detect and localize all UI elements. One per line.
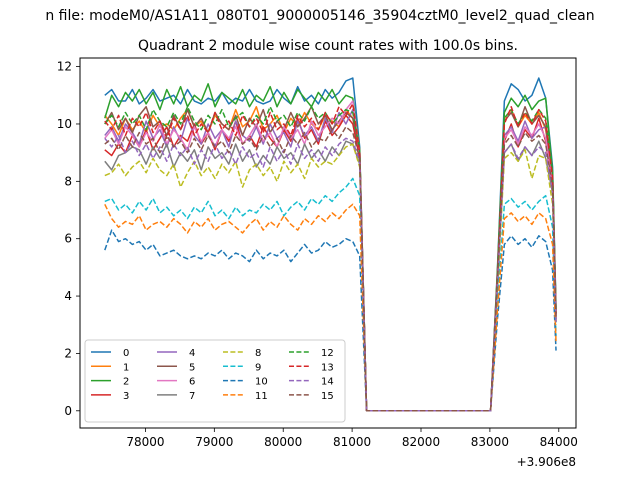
- series-layer: [104, 77, 557, 412]
- x-tick-label: 78000: [126, 435, 164, 449]
- x-tick-label: 81000: [333, 435, 371, 449]
- y-tick-label: 2: [64, 346, 72, 360]
- legend-label-1: 1: [123, 362, 129, 373]
- x-tick-label: 80000: [264, 435, 302, 449]
- x-tick-label: 83000: [471, 435, 509, 449]
- axes-frame: [79, 57, 577, 429]
- series-line-9: [104, 177, 557, 412]
- y-tick-label: 12: [57, 60, 72, 74]
- series-line-11: [104, 203, 557, 412]
- x-tick-label: 79000: [195, 435, 233, 449]
- legend-label-10: 10: [255, 377, 268, 388]
- legend-label-9: 9: [255, 362, 261, 373]
- series-line-12: [104, 106, 557, 412]
- x-axis-offset-label: +3.906e8: [517, 455, 576, 469]
- x-tick-label: 82000: [402, 435, 440, 449]
- legend-label-5: 5: [189, 362, 195, 373]
- legend-label-3: 3: [123, 391, 129, 402]
- legend-label-12: 12: [321, 348, 334, 359]
- y-tick-label: 6: [64, 232, 72, 246]
- legend-label-14: 14: [321, 377, 334, 388]
- legend-label-13: 13: [321, 362, 334, 373]
- legend-label-15: 15: [321, 391, 334, 402]
- y-tick-label: 10: [57, 117, 72, 131]
- legend-label-6: 6: [189, 377, 195, 388]
- series-line-15: [104, 126, 557, 412]
- legend-label-11: 11: [255, 391, 268, 402]
- legend-label-2: 2: [123, 377, 129, 388]
- figure-suptitle: n file: modeM0/AS1A11_080T01_9000005146_…: [45, 8, 594, 24]
- legend-label-0: 0: [123, 348, 129, 359]
- legend-label-4: 4: [189, 348, 195, 359]
- y-tick-label: 0: [64, 404, 72, 418]
- legend-frame: [84, 339, 346, 423]
- y-tick-label: 4: [64, 289, 72, 303]
- legend-label-7: 7: [189, 391, 195, 402]
- x-axis: 78000 79000 80000 81000 82000 83000 84000: [126, 428, 578, 449]
- legend-label-8: 8: [255, 348, 261, 359]
- chart-title: Quadrant 2 module wise count rates with …: [138, 38, 518, 54]
- y-tick-label: 8: [64, 174, 72, 188]
- x-tick-label: 84000: [540, 435, 578, 449]
- y-axis: 0 2 4 6 8 10 12: [57, 60, 80, 418]
